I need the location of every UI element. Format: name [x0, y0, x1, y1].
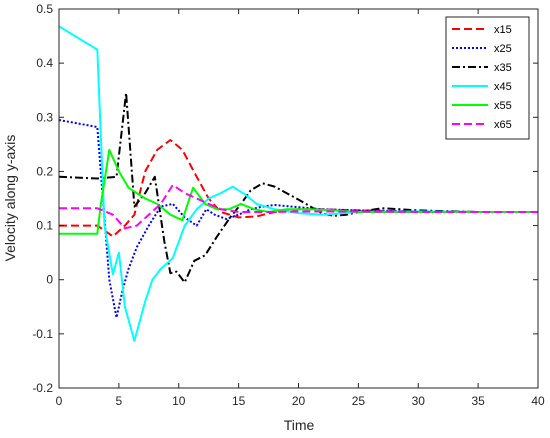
- y-tick-label: 0.4: [36, 56, 53, 70]
- y-tick-label: 0.5: [36, 2, 53, 16]
- series-line-x65: [59, 184, 538, 230]
- legend-label-x65: x65: [494, 119, 512, 131]
- x-tick-label: 10: [172, 394, 186, 408]
- x-tick-label: 15: [232, 394, 246, 408]
- x-tick-label: 40: [531, 394, 545, 408]
- x-tick-label: 5: [116, 394, 123, 408]
- x-tick-label: 25: [352, 394, 366, 408]
- y-tick-label: 0.2: [36, 164, 53, 178]
- y-tick-label: -0.1: [32, 327, 53, 341]
- x-tick-label: 30: [412, 394, 426, 408]
- y-tick-label: 0: [46, 273, 53, 287]
- y-tick-label: 0.3: [36, 110, 53, 124]
- legend-box: [445, 16, 530, 140]
- series-layer: [59, 25, 538, 342]
- legend-label-x55: x55: [494, 100, 512, 112]
- series-line-x55: [59, 148, 538, 235]
- legend-label-x15: x15: [494, 24, 512, 36]
- x-axis-label: Time: [284, 417, 315, 433]
- series-line-x45: [59, 25, 538, 342]
- x-tick-label: 35: [471, 394, 485, 408]
- legend-label-x25: x25: [494, 43, 512, 55]
- x-tick-label: 0: [56, 394, 63, 408]
- legend-label-x35: x35: [494, 62, 512, 74]
- y-tick-label: 0.1: [36, 219, 53, 233]
- legend-label-x45: x45: [494, 81, 512, 93]
- legend: x15 x25 x35 x45 x55 x65: [445, 16, 530, 140]
- y-tick-label: -0.2: [32, 381, 53, 395]
- y-axis-label: Velocity along y-axis: [2, 135, 18, 262]
- axes-layer: 0 5 10 15 20 25 30 35 40 -0.2 -0.1 0 0.1 0.2 0.3 0.4 0.5: [32, 2, 545, 408]
- x-tick-label: 20: [292, 394, 306, 408]
